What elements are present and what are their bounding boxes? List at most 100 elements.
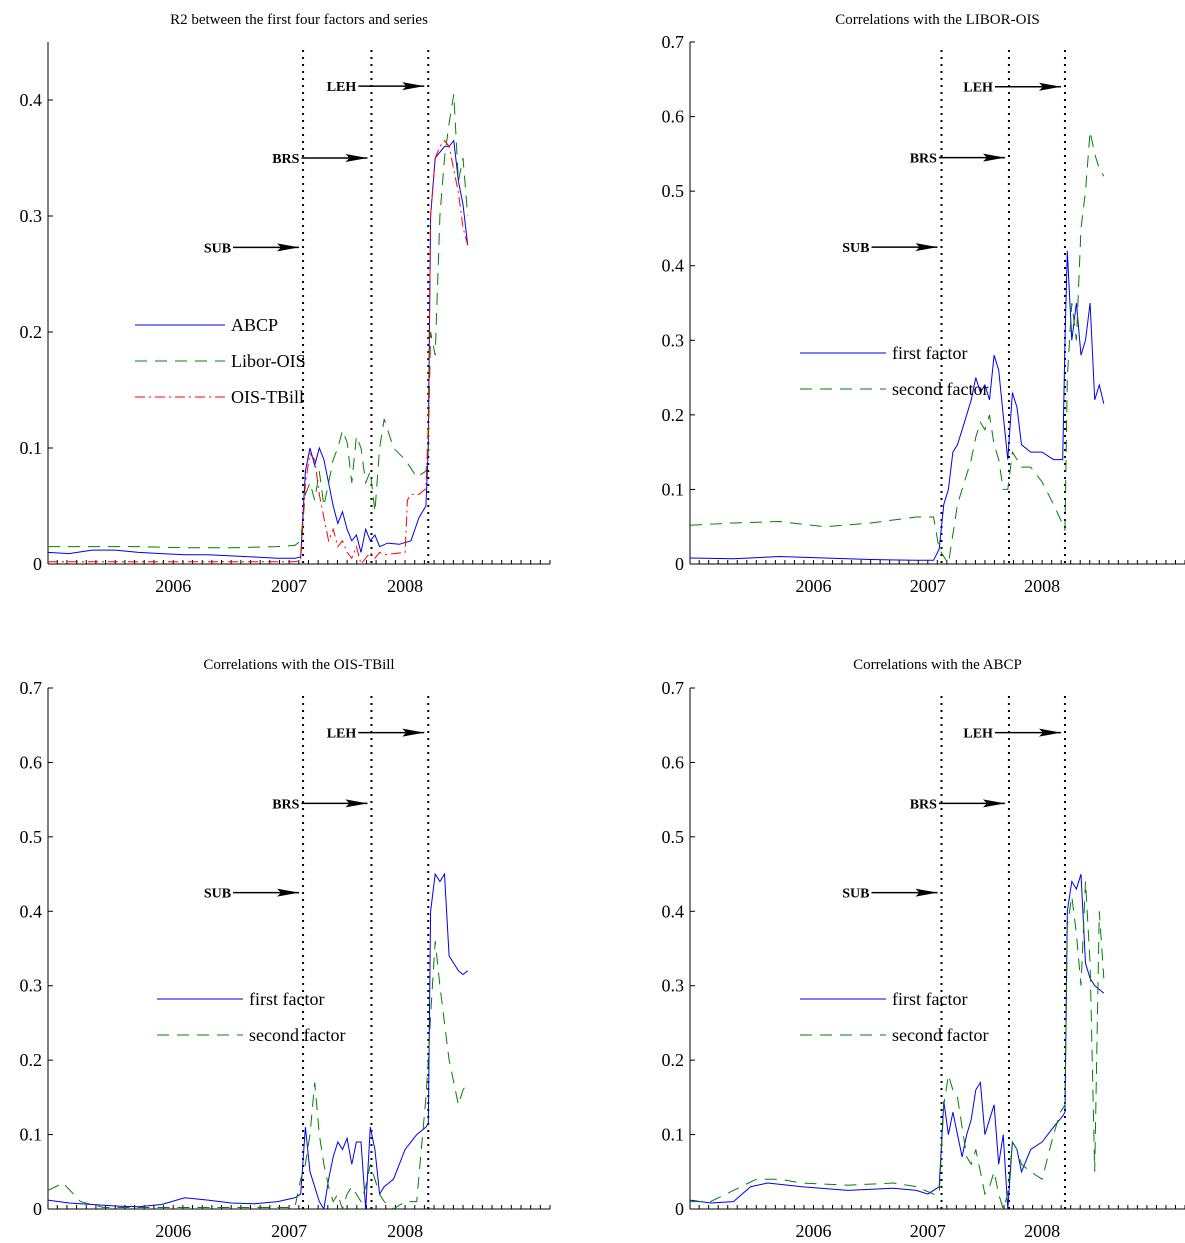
legend-label: ABCP xyxy=(231,315,278,335)
event-arrowhead xyxy=(915,243,938,252)
event-arrowhead xyxy=(277,243,300,252)
event-arrowhead xyxy=(982,153,1005,162)
x-tick-label: 2007 xyxy=(271,1221,307,1241)
x-tick-label: 2007 xyxy=(271,576,307,596)
plot-area xyxy=(690,873,1105,1209)
chart-panel-libor-ois: Correlations with the LIBOR-OIS 0 0.1 0.2 0.… xyxy=(662,12,1185,596)
legend-label: OIS-TBill xyxy=(231,387,304,407)
series-line-first-factor xyxy=(48,872,469,1209)
series-line-second-factor xyxy=(690,881,1105,1209)
chart-title: Correlations with the LIBOR-OIS xyxy=(835,12,1040,28)
y-tick-label: 0.3 xyxy=(662,976,685,996)
event-label-sub: SUB xyxy=(204,887,231,902)
event-label-brs: BRS xyxy=(910,797,937,812)
chart-title: R2 between the first four factors and se… xyxy=(170,12,428,28)
x-tick-label: 2006 xyxy=(155,576,191,596)
x-tick-label: 2007 xyxy=(910,576,946,596)
event-arrowhead xyxy=(1038,728,1061,737)
series-line-ois-tbill xyxy=(48,139,469,564)
legend: first factor second factor xyxy=(800,343,988,399)
y-tick-label: 0.4 xyxy=(662,256,685,276)
y-tick-label: 0.3 xyxy=(20,206,43,226)
event-arrowhead xyxy=(1038,82,1061,91)
y-tick-label: 0.6 xyxy=(662,107,685,127)
x-tick-label: 2008 xyxy=(1024,1221,1060,1241)
event-label-leh: LEH xyxy=(963,727,993,742)
y-tick-label: 0.1 xyxy=(20,1125,43,1145)
y-tick-label: 0.5 xyxy=(662,181,685,201)
x-tick-label: 2008 xyxy=(387,576,423,596)
y-tick-label: 0.7 xyxy=(662,32,685,52)
legend: first factor second factor xyxy=(157,989,345,1045)
series-line-second-factor xyxy=(48,941,469,1209)
y-tick-label: 0.2 xyxy=(20,322,43,342)
y-tick-label: 0.3 xyxy=(20,976,43,996)
x-tick-label: 2006 xyxy=(155,1221,191,1241)
event-arrowhead xyxy=(277,888,300,897)
series-line-first-factor xyxy=(690,873,1105,1209)
legend-label: first factor xyxy=(892,989,967,1009)
event-label-brs: BRS xyxy=(272,152,299,167)
plot-area xyxy=(48,94,469,564)
y-tick-label: 0.7 xyxy=(662,678,685,698)
series-line-second-factor xyxy=(690,131,1105,564)
y-tick-label: 0.5 xyxy=(20,827,43,847)
event-label-leh: LEH xyxy=(327,80,357,95)
series-line-abcp xyxy=(48,139,469,559)
chart-panel-abcp: Correlations with the ABCP 0 0.1 0.2 0.3 0.4 0… xyxy=(662,657,1185,1241)
event-arrowhead xyxy=(982,799,1005,808)
legend-label: Libor-OIS xyxy=(231,351,306,371)
y-tick-label: 0.1 xyxy=(20,438,43,458)
y-tick-label: 0 xyxy=(33,1199,42,1219)
y-tick-label: 0.4 xyxy=(20,90,43,110)
y-tick-label: 0 xyxy=(675,1199,684,1219)
event-label-sub: SUB xyxy=(842,241,869,256)
y-tick-label: 0.1 xyxy=(662,1125,685,1145)
y-tick-label: 0 xyxy=(675,554,684,574)
x-tick-label: 2008 xyxy=(1024,576,1060,596)
event-label-sub: SUB xyxy=(842,887,869,902)
y-tick-label: 0.3 xyxy=(662,330,685,350)
legend-label: second factor xyxy=(892,379,988,399)
y-tick-label: 0.2 xyxy=(20,1050,43,1070)
event-label-leh: LEH xyxy=(963,81,993,96)
chart-title: Correlations with the ABCP xyxy=(853,657,1022,673)
legend: ABCP Libor-OIS OIS-TBill xyxy=(135,315,306,407)
y-tick-label: 0.6 xyxy=(20,752,43,772)
series-line-libor-ois xyxy=(48,94,469,549)
plot-area xyxy=(48,872,469,1209)
x-tick-label: 2007 xyxy=(910,1221,946,1241)
y-tick-label: 0.2 xyxy=(662,405,685,425)
event-label-sub: SUB xyxy=(204,241,231,256)
y-tick-label: 0.5 xyxy=(662,827,685,847)
legend-label: first factor xyxy=(892,343,967,363)
y-tick-label: 0.1 xyxy=(662,479,685,499)
event-arrowhead xyxy=(402,728,425,737)
event-arrowhead xyxy=(345,799,368,808)
event-arrowhead xyxy=(915,888,938,897)
y-tick-label: 0.6 xyxy=(662,752,685,772)
y-tick-label: 0.4 xyxy=(20,901,43,921)
chart-panel-r2: R2 between the first four factors and se… xyxy=(20,12,551,596)
x-tick-label: 2006 xyxy=(795,576,831,596)
event-label-leh: LEH xyxy=(327,727,357,742)
legend-label: second factor xyxy=(249,1025,345,1045)
legend-label: first factor xyxy=(249,989,324,1009)
legend: first factor second factor xyxy=(800,989,988,1045)
x-tick-label: 2008 xyxy=(387,1221,423,1241)
chart-title: Correlations with the OIS-TBill xyxy=(203,657,394,673)
legend-label: second factor xyxy=(892,1025,988,1045)
y-tick-label: 0.2 xyxy=(662,1050,685,1070)
event-arrowhead xyxy=(345,154,368,162)
series-line-first-factor xyxy=(690,250,1105,561)
y-tick-label: 0 xyxy=(33,554,42,574)
chart-panel-ois-tbill: Correlations with the OIS-TBill 0 0.1 0.2 0.… xyxy=(20,657,551,1241)
y-tick-label: 0.7 xyxy=(20,678,43,698)
event-arrowhead xyxy=(402,82,425,91)
plot-area xyxy=(690,131,1105,564)
y-tick-label: 0.4 xyxy=(662,901,685,921)
event-label-brs: BRS xyxy=(272,797,299,812)
x-tick-label: 2006 xyxy=(795,1221,831,1241)
event-label-brs: BRS xyxy=(910,152,937,167)
